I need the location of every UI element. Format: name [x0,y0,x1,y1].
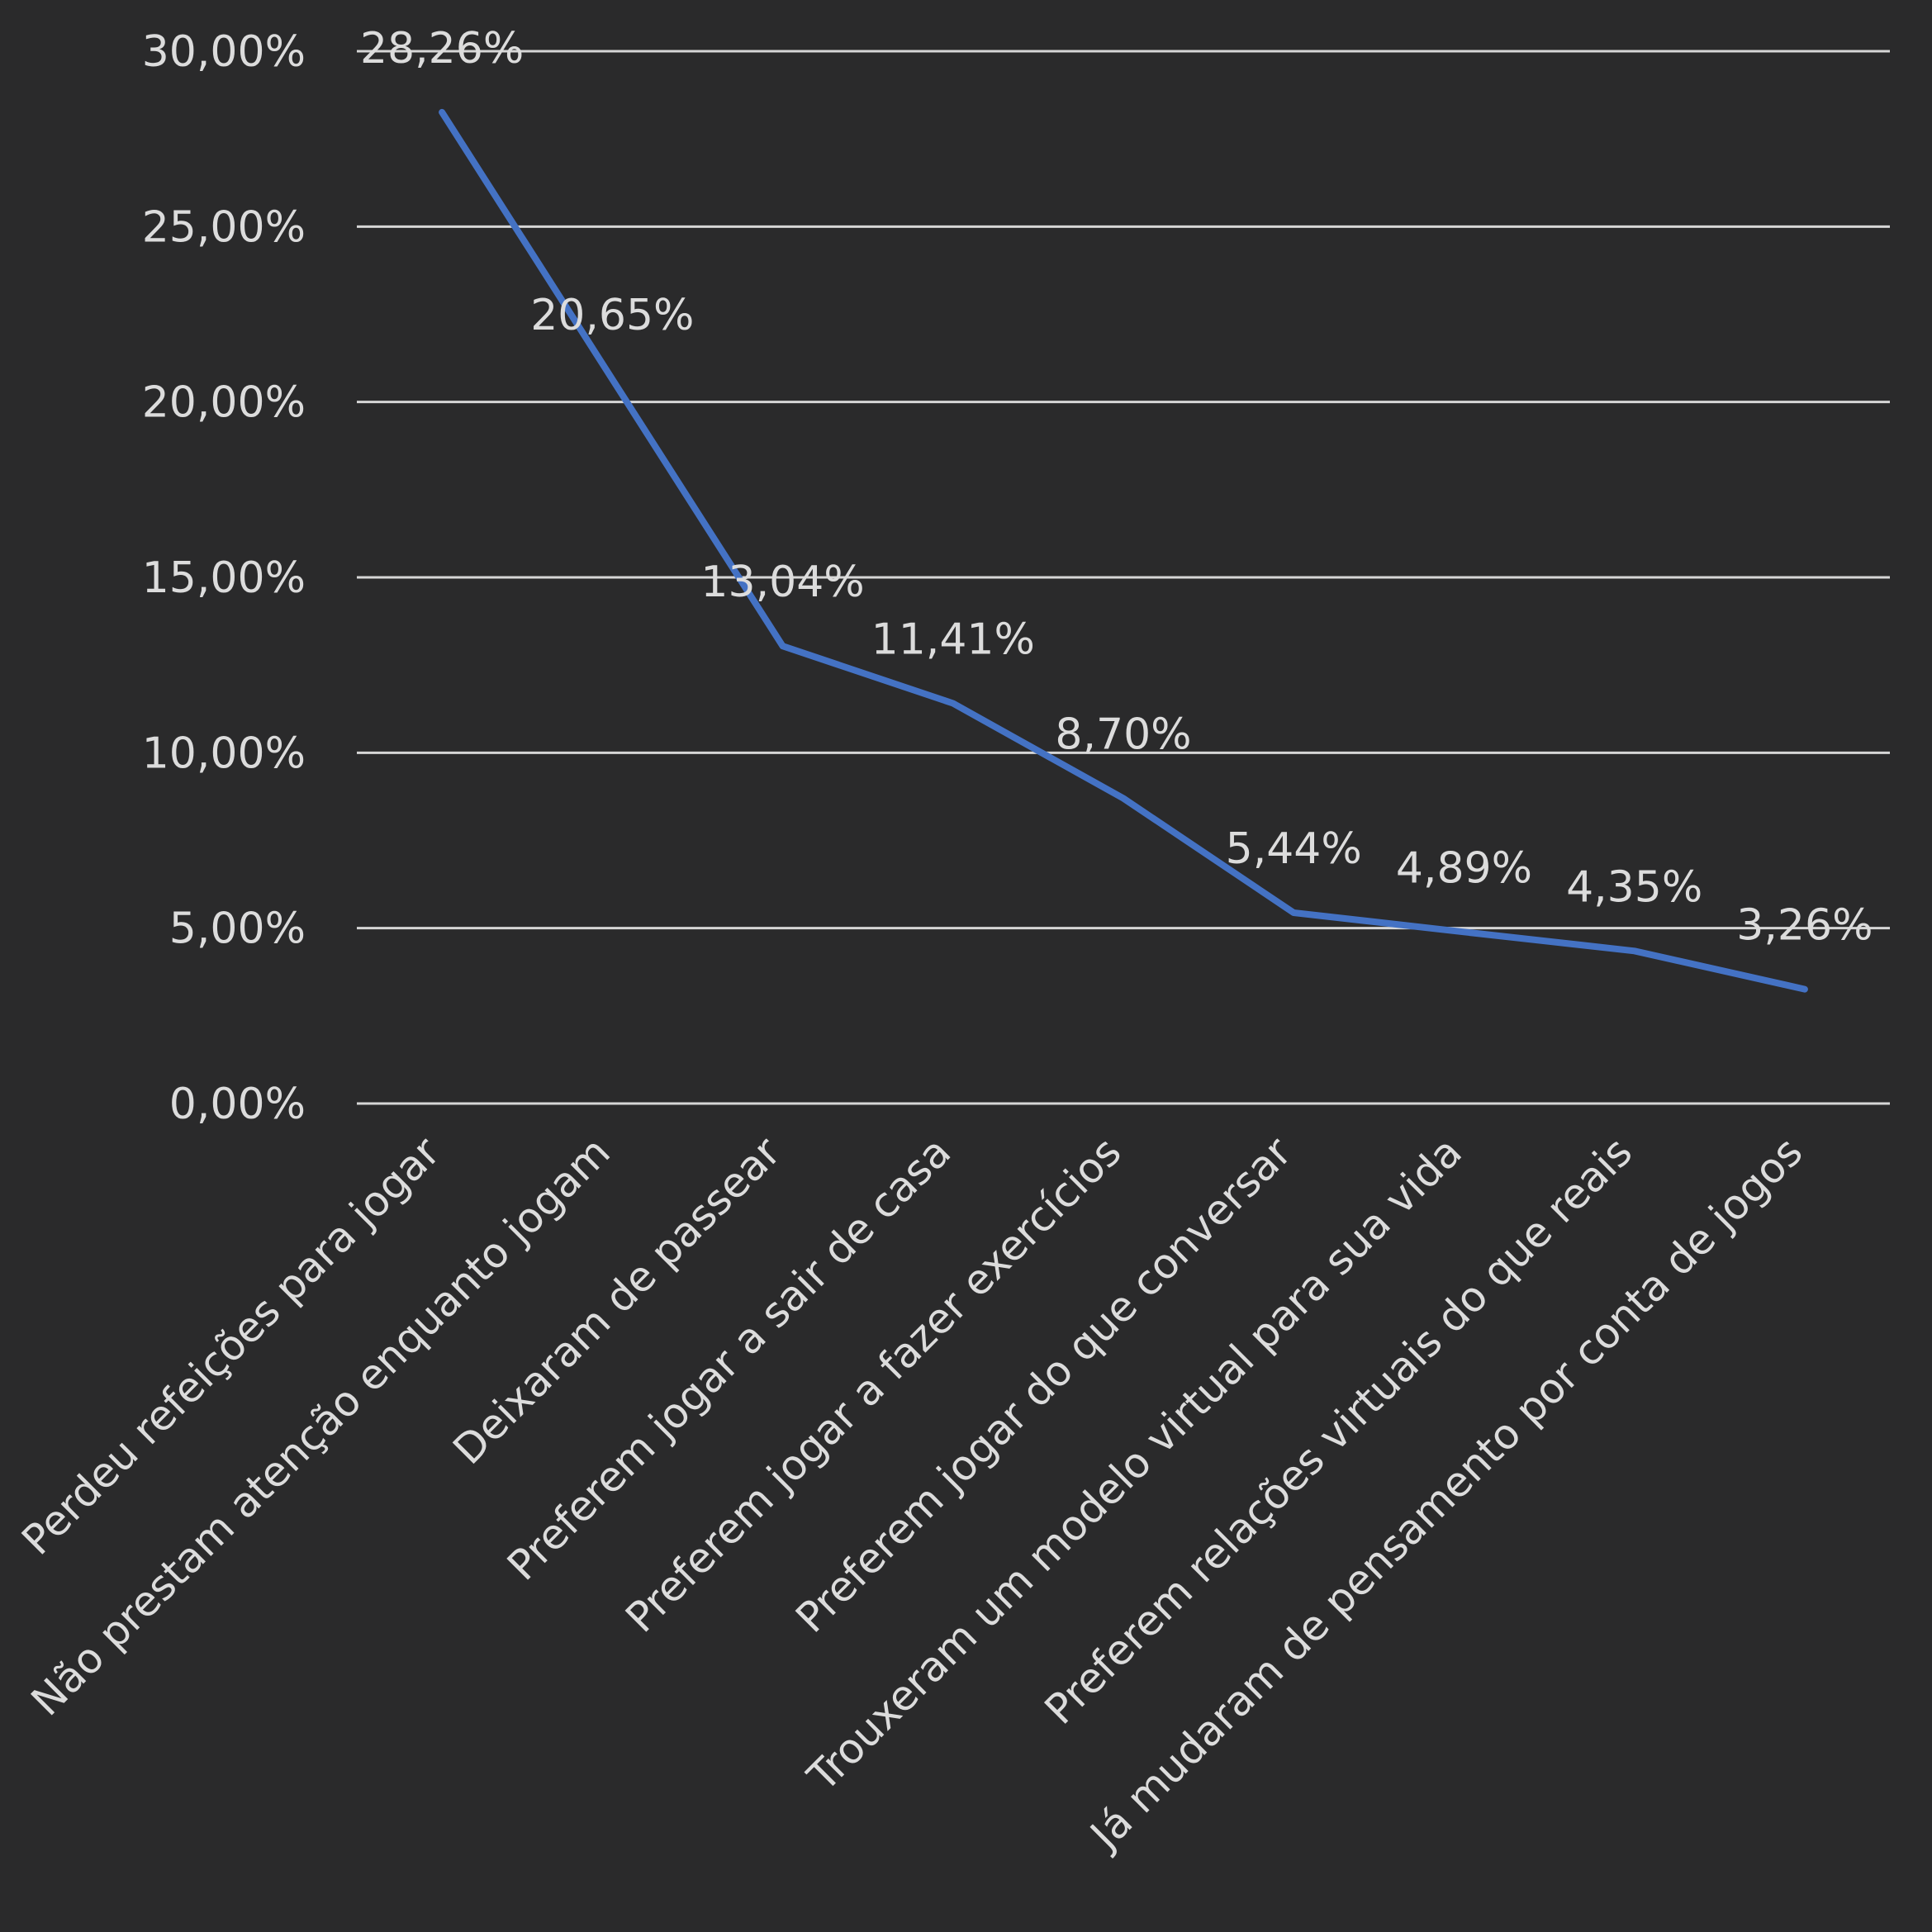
data-label: 28,26% [360,24,524,74]
data-label: 13,04% [700,558,864,607]
y-axis-tick-labels: 0,00% 5,00% 10,00% 15,00% 20,00% 25,00% 30,00% [142,27,306,1129]
data-label: 3,26% [1736,901,1873,951]
data-label: 20,65% [530,291,694,340]
series-line-layer [439,108,1808,993]
x-category-label: Preferem relações virtuais do que reais [1036,1127,1641,1733]
series-line [439,108,1808,993]
data-label: 4,89% [1396,843,1532,893]
data-labels: 28,26% 20,65% 13,04%11,41% 8,70% 5,44% 4,89% 4… [360,24,1873,951]
grid-lines [357,50,1890,1105]
y-tick-label: 25,00% [142,202,306,252]
y-tick-label: 30,00% [142,27,306,77]
data-label: 4,35% [1566,862,1702,912]
y-tick-label: 10,00% [142,729,306,778]
y-tick-label: 20,00% [142,378,306,428]
x-category-label: Deixaram de passear [444,1127,790,1474]
x-category-label: Trouxeram um modelo virtual para sua vid… [798,1127,1471,1801]
y-tick-label: 0,00% [169,1080,306,1129]
data-label: 8,70% [1055,710,1191,760]
data-label: 11,41% [871,615,1035,664]
x-category-label: Não prestam atenção enquanto jogam [22,1127,619,1725]
y-tick-label: 5,00% [169,904,306,954]
y-tick-label: 15,00% [142,553,306,603]
data-label: 5,44% [1226,824,1362,874]
